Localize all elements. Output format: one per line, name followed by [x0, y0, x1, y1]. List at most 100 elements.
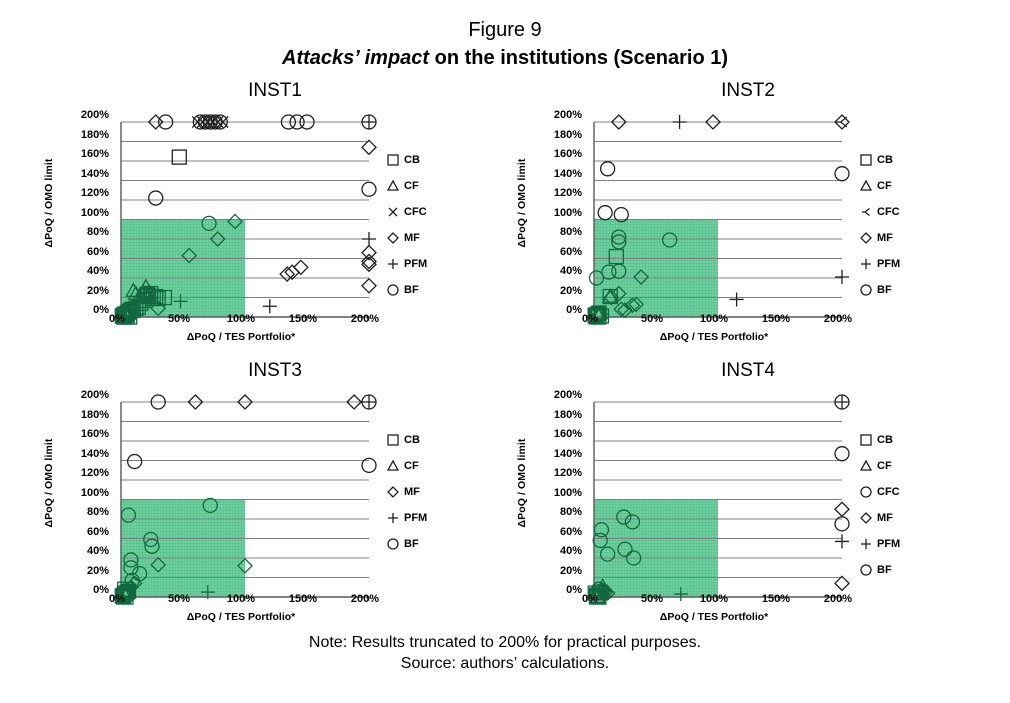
chart-panel-inst3: INST3 ΔPoQ / OMO limit 0% 20% 40% 60% 80% 100… [25, 359, 505, 634]
y-tick-label: 120% [553, 187, 582, 199]
data-point-MF [147, 114, 164, 130]
legend-item-bf[interactable]: BF [858, 277, 968, 303]
legend-label: CFC [877, 206, 900, 218]
data-point-PFM [729, 292, 744, 307]
legend-item-pfm[interactable]: PFM [385, 505, 495, 531]
legend-item-pfm[interactable]: PFM [858, 251, 968, 277]
legend-label: BF [877, 564, 892, 576]
diamond-icon [858, 230, 874, 246]
plot-area-inst1 [114, 114, 377, 325]
data-point-MF [610, 114, 627, 130]
data-point-BF [144, 538, 160, 554]
legend-item-cb[interactable]: CB [385, 427, 495, 453]
data-point-CF [141, 284, 158, 299]
cross-x-icon [385, 204, 401, 220]
circle-icon [858, 484, 874, 500]
data-point-MF [346, 394, 363, 410]
legend-label: PFM [404, 512, 428, 524]
data-point-MF [119, 583, 136, 600]
legend-item-mf[interactable]: MF [385, 479, 495, 505]
legend-item-bf[interactable]: BF [858, 557, 968, 583]
data-point-BF [202, 497, 218, 513]
x-tick-label: 50% [167, 593, 191, 605]
y-tick-label: 140% [553, 167, 582, 180]
data-point-BF [148, 190, 164, 206]
x-axis-ticks-inst2: 0% 50% 100% 150% 200% [582, 313, 852, 331]
data-point-BF [616, 509, 632, 525]
figure-note: Note: Results truncated to 200% for prac… [0, 632, 1010, 674]
data-point-BF [280, 114, 297, 130]
figure-header: Figure 9 Attacks’ impact on the institut… [0, 0, 1010, 71]
plot-area-inst2 [587, 114, 850, 325]
data-point-BF [207, 114, 223, 130]
legend-item-cb[interactable]: CB [858, 147, 968, 173]
legend-label: CF [877, 180, 892, 192]
data-point-CFC [836, 116, 848, 128]
cross-partial-icon [858, 204, 874, 220]
legend-item-cfc[interactable]: CFC [385, 199, 495, 225]
y-tick-label: 200% [553, 389, 582, 401]
data-point-MF [834, 114, 850, 130]
circle-icon [858, 562, 874, 578]
legend-item-mf[interactable]: MF [385, 225, 495, 251]
data-point-MF [834, 575, 850, 592]
legend-label: CF [877, 460, 892, 472]
data-point-BF [361, 114, 377, 130]
legend-item-cf[interactable]: CF [385, 453, 495, 479]
y-tick-label: 180% [80, 128, 109, 141]
data-point-MF [181, 247, 198, 264]
y-tick-label: 120% [80, 187, 109, 199]
legend-item-cfc[interactable]: CFC [858, 199, 968, 225]
data-point-BF [611, 263, 627, 279]
legend-item-cf[interactable]: CF [858, 453, 968, 479]
legend-item-cb[interactable]: CB [858, 427, 968, 453]
y-tick-label: 200% [553, 109, 582, 121]
legend-item-pfm[interactable]: PFM [858, 531, 968, 557]
y-tick-label: 100% [80, 486, 109, 499]
y-tick-label: 20% [86, 564, 109, 577]
data-point-BF [143, 531, 159, 548]
data-point-MF [361, 256, 377, 273]
data-point-MF [597, 584, 614, 601]
data-point-BF [202, 114, 218, 130]
legend-item-mf[interactable]: MF [858, 505, 968, 531]
y-tick-label: 0% [566, 584, 582, 596]
legend-item-cb[interactable]: CB [385, 147, 495, 173]
data-point-PFM [835, 395, 849, 409]
y-tick-label: 20% [86, 284, 109, 297]
y-axis-ticks-inst3: 0% 20% 40% 60% 80% 100% 120% 140% 160% 180% 200% [65, 389, 113, 596]
legend-item-cfc[interactable]: CFC [858, 479, 968, 505]
data-point-BF [201, 215, 217, 232]
y-tick-label: 140% [553, 447, 582, 460]
circle-icon [385, 536, 401, 552]
data-point-BF [597, 205, 613, 221]
y-tick-label: 120% [80, 467, 109, 479]
data-point-BF [601, 264, 617, 280]
data-point-BF [590, 307, 606, 323]
data-point-BF [592, 532, 608, 549]
data-point-MF [834, 501, 850, 518]
y-tick-label: 20% [559, 284, 582, 297]
data-point-MF [279, 266, 296, 283]
legend-item-pfm[interactable]: PFM [385, 251, 495, 277]
legend-item-bf[interactable]: BF [385, 277, 495, 303]
plot-area-inst3 [114, 394, 377, 605]
data-point-MF [361, 253, 377, 270]
legend-label: CFC [877, 486, 900, 498]
data-point-CF [138, 285, 156, 300]
data-point-CB [608, 248, 624, 265]
y-tick-label: 60% [86, 245, 109, 258]
triangle-icon [858, 178, 874, 194]
y-tick-label: 160% [553, 148, 582, 160]
legend-label: BF [404, 284, 419, 296]
legend-item-bf[interactable]: BF [385, 531, 495, 557]
legend-item-mf[interactable]: MF [858, 225, 968, 251]
data-point-BF [588, 270, 605, 286]
data-point-BF [150, 394, 166, 410]
panel-title-inst3: INST3 [248, 360, 302, 381]
legend-item-cf[interactable]: CF [385, 173, 495, 199]
legend-item-cf[interactable]: CF [858, 173, 968, 199]
square-icon [858, 432, 874, 448]
legend-label: CF [404, 460, 419, 472]
data-point-PFM [362, 395, 376, 409]
